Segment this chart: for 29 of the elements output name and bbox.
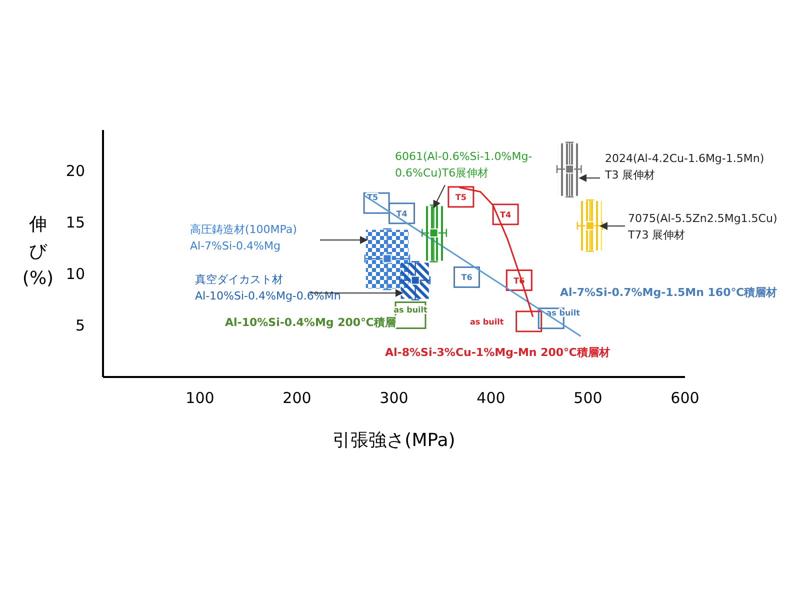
x-tick-label: 100 (186, 389, 214, 407)
data-label: T4 (500, 210, 512, 220)
point (382, 254, 392, 264)
data-label: T4 (396, 209, 408, 218)
x-axis-title: 引張強さ(MPa) (332, 430, 456, 451)
x-tick-label: 600 (670, 389, 700, 407)
data-label: T6 (461, 273, 473, 282)
data-label: T5 (455, 192, 467, 202)
x-tick-label: 400 (476, 389, 506, 407)
y-tick-label: 20 (66, 162, 85, 180)
point (429, 228, 438, 238)
x-tick-label: 300 (380, 389, 408, 407)
text: 2024(Al-4.2Cu-1.6Mg-1.5Mn) T3 展伸材 (604, 152, 764, 182)
text: 真空ダイカスト材 Al-10%Si-0.4%Mg-0.6%Mn (195, 273, 341, 302)
text: 7075(Al-5.5Zn2.5Mg1.5Cu) T73 展伸材 (627, 212, 778, 242)
y-axis-title: 伸び(%) (22, 214, 54, 289)
text: Al-8%Si-3%Cu-1%Mg-Mn 200℃積層材 (385, 346, 610, 359)
point (565, 164, 574, 174)
point (516, 310, 542, 332)
series-label: Al-7%Si-0.7%Mg-1.5Mn 160℃積層材 (560, 286, 778, 299)
x-tick-label: 200 (282, 389, 312, 407)
point (585, 221, 594, 230)
x-tick-label: 500 (574, 389, 602, 407)
y-tick-label: 5 (75, 316, 85, 335)
y-tick-label: 10 (66, 265, 85, 284)
data-label: as built (470, 317, 504, 326)
y-tick-label: 15 (66, 214, 85, 232)
text: 高圧鋳造材(100MPa) Al-7%Si-0.4%Mg (190, 223, 297, 252)
text: 6061(Al-0.6%Si-1.0%Mg- 0.6%Cu)T6展伸材 (395, 150, 532, 180)
